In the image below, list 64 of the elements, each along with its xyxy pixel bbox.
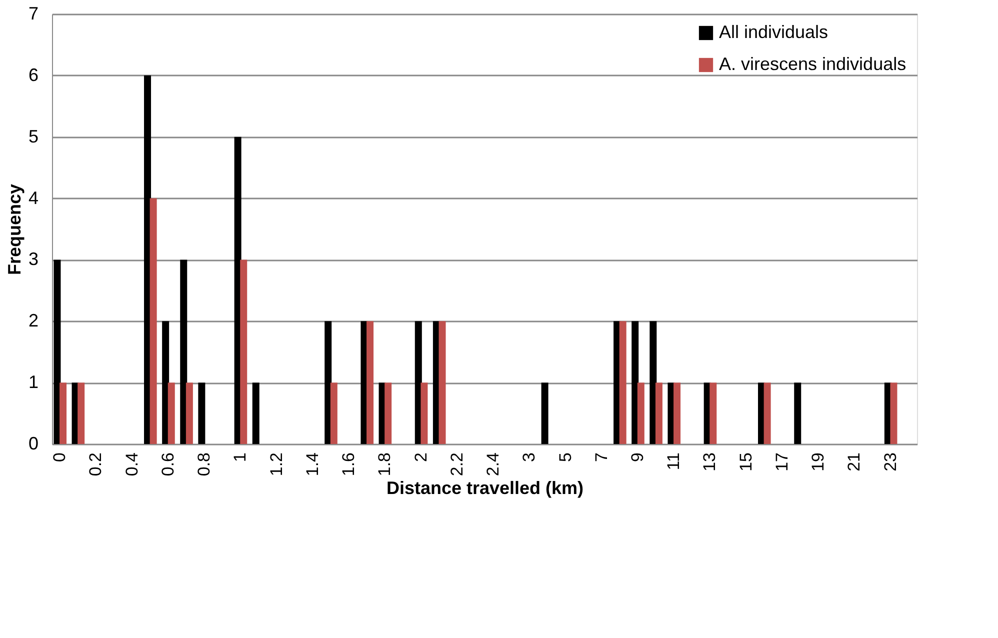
bar xyxy=(252,382,260,444)
x-tick-label: 0.2 xyxy=(86,452,106,476)
legend-label: A. virescens individuals xyxy=(719,54,906,74)
x-tick-label: 5 xyxy=(556,452,575,462)
bar xyxy=(637,382,644,444)
bar xyxy=(384,382,392,444)
x-tick-label: 2.2 xyxy=(447,452,466,476)
bar xyxy=(619,321,626,444)
bar xyxy=(162,321,170,444)
x-tick-label: 1.8 xyxy=(375,452,394,476)
y-tick-label: 2 xyxy=(28,310,38,331)
bar xyxy=(764,382,771,444)
x-tick-label: 1.4 xyxy=(302,452,322,476)
bar xyxy=(198,382,206,444)
bar xyxy=(674,382,681,444)
x-tick-label: 1 xyxy=(230,452,250,462)
x-tick-label: 1.2 xyxy=(266,452,286,476)
x-tick-label: 19 xyxy=(808,452,828,472)
x-tick-label: 2 xyxy=(411,452,430,462)
y-tick-label: 6 xyxy=(28,64,38,85)
bar xyxy=(60,382,67,444)
x-tick-label: 7 xyxy=(592,452,611,462)
bar xyxy=(186,382,193,444)
bar xyxy=(710,382,717,444)
x-tick-label: 21 xyxy=(844,452,864,472)
y-axis-title: Frequency xyxy=(4,184,24,276)
x-tick-label: 13 xyxy=(700,452,720,472)
bar xyxy=(54,260,61,444)
bar xyxy=(794,382,802,444)
x-tick-label: 2.4 xyxy=(484,452,503,476)
x-tick-label: 0.8 xyxy=(194,452,214,476)
bar xyxy=(420,382,428,444)
y-tick-label: 7 xyxy=(28,4,38,24)
bar xyxy=(330,382,338,444)
y-tick-label: 3 xyxy=(28,249,38,270)
bar xyxy=(168,382,175,444)
y-tick-label: 5 xyxy=(28,126,38,146)
x-tick-label: 3 xyxy=(520,452,539,462)
x-tick-label: 23 xyxy=(880,452,900,472)
x-tick-label: 0 xyxy=(50,452,70,462)
bar xyxy=(180,260,188,444)
legend-label: All individuals xyxy=(719,22,828,42)
bar xyxy=(324,321,332,444)
bar xyxy=(632,321,639,444)
x-tick-label: 11 xyxy=(664,452,684,470)
bar xyxy=(366,321,374,444)
x-tick-label: 1.6 xyxy=(339,452,358,476)
bar xyxy=(144,75,152,444)
bar xyxy=(541,382,548,444)
x-tick-label: 9 xyxy=(628,452,647,462)
x-tick-label: 15 xyxy=(736,452,756,472)
bar xyxy=(240,260,248,444)
x-axis-title: Distance travelled (km) xyxy=(386,478,584,498)
bar xyxy=(650,321,657,444)
x-tick-label: 0.4 xyxy=(122,452,142,476)
bar xyxy=(78,382,85,444)
bar xyxy=(438,321,446,444)
bar xyxy=(890,382,898,444)
x-tick-label: 17 xyxy=(772,452,792,472)
y-tick-label: 4 xyxy=(28,188,38,208)
y-tick-label: 1 xyxy=(28,372,38,392)
x-tick-label: 0.6 xyxy=(158,452,178,476)
bar xyxy=(150,198,157,444)
bar xyxy=(655,382,662,444)
